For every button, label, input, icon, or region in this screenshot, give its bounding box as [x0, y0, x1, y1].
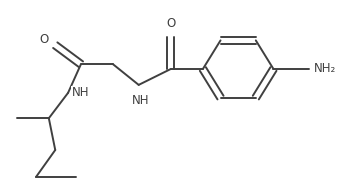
Text: NH: NH — [72, 86, 90, 99]
Text: O: O — [166, 17, 175, 30]
Text: O: O — [39, 33, 48, 46]
Text: NH: NH — [131, 94, 149, 107]
Text: NH₂: NH₂ — [314, 63, 336, 75]
